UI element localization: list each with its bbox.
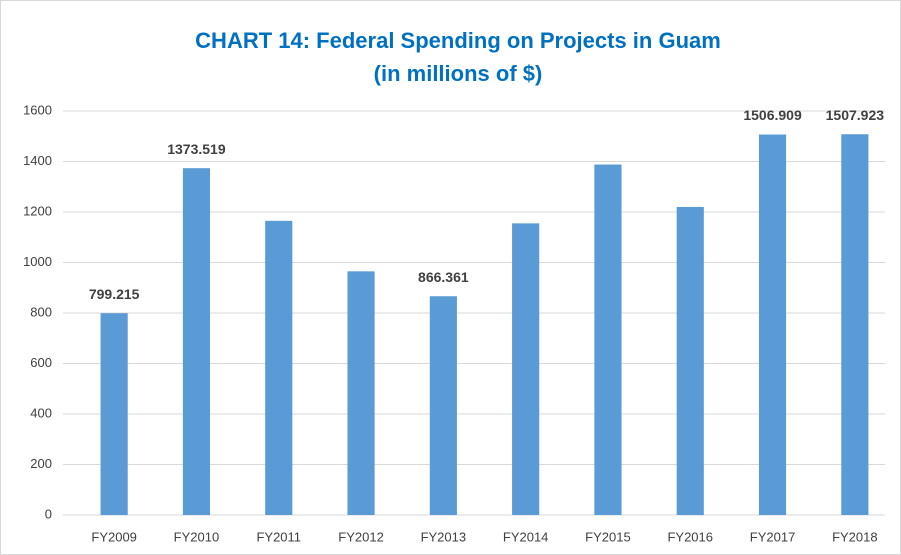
x-tick-label: FY2014: [503, 529, 549, 544]
x-tick-label: FY2009: [91, 529, 137, 544]
bar: [347, 271, 375, 515]
x-tick-label: FY2017: [750, 529, 796, 544]
bar: [265, 220, 293, 515]
bar: [182, 168, 211, 515]
data-label: 799.215: [89, 286, 140, 302]
y-tick-label: 1200: [23, 203, 52, 218]
bar: [676, 206, 704, 515]
chart-subtitle: (in millions of $): [374, 61, 543, 86]
y-tick-label: 0: [45, 506, 52, 521]
bar: [758, 134, 787, 515]
y-tick-label: 400: [30, 405, 52, 420]
y-tick-label: 200: [30, 456, 52, 471]
bar: [100, 313, 128, 515]
data-label: 1507.923: [826, 107, 885, 123]
x-tick-label: FY2018: [832, 529, 878, 544]
y-tick-label: 1400: [23, 153, 52, 168]
y-tick-label: 600: [30, 355, 52, 370]
x-tick-label: FY2010: [174, 529, 220, 544]
data-label: 1506.909: [743, 107, 802, 123]
bar: [429, 296, 457, 515]
bar: [512, 223, 540, 516]
y-tick-label: 800: [30, 304, 52, 319]
y-tick-label: 1600: [23, 102, 52, 117]
x-tick-label: FY2011: [256, 529, 301, 544]
chart-title: CHART 14: Federal Spending on Projects i…: [195, 28, 721, 53]
data-label: 1373.519: [167, 141, 226, 157]
bar: [594, 164, 622, 515]
y-tick-label: 1000: [23, 254, 52, 269]
x-tick-label: FY2016: [667, 529, 713, 544]
x-tick-label: FY2013: [421, 529, 467, 544]
x-tick-label: FY2015: [585, 529, 631, 544]
x-tick-label: FY2012: [338, 529, 384, 544]
bar: [841, 134, 869, 515]
data-label: 866.361: [418, 269, 469, 285]
